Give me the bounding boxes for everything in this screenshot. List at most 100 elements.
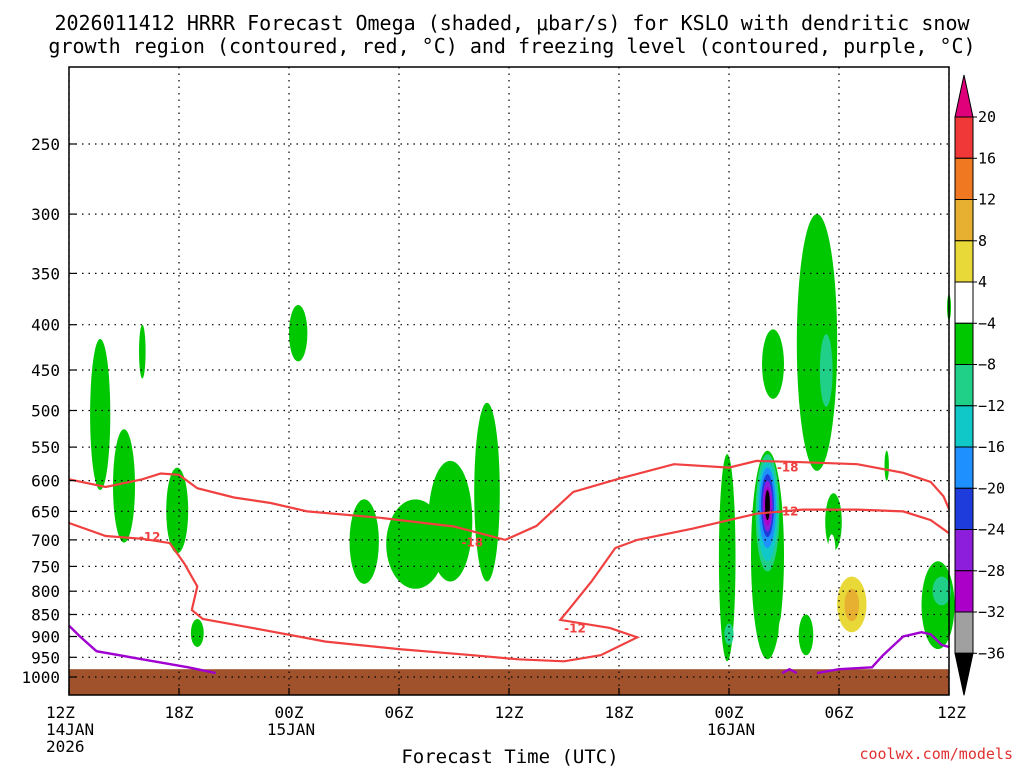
y-tick-label: 350: [31, 264, 60, 283]
x-tick-label: 18Z: [165, 703, 194, 722]
y-tick-label: 400: [31, 316, 60, 335]
omega-area-6: [349, 499, 379, 584]
colorbar-label: −16: [978, 438, 1005, 456]
colorbar: 20 16 12 8 4 −4 −8 −12 −16 −20 −24 −28 −32 −36: [954, 74, 1005, 696]
omega-shading-layer: [82, 67, 955, 662]
y-tick-label: 850: [31, 606, 60, 625]
colorbar-swatch: [954, 199, 974, 242]
omega-area-36: [886, 493, 920, 572]
omega-area-5: [289, 305, 308, 362]
colorbar-label: −28: [978, 562, 1005, 580]
chart-title-line-2: growth region (contoured, red, °C) and f…: [48, 34, 975, 58]
dgz-contour-label: -18: [461, 536, 483, 550]
omega-area-2: [113, 429, 135, 543]
freezing-level-line-1: [781, 667, 798, 675]
freezing-level-line-0: [68, 624, 216, 675]
y-tick-label: 900: [31, 628, 60, 647]
dgz-contour-label: -12: [139, 530, 161, 544]
omega-area-33: [778, 616, 786, 652]
colorbar-swatch: [954, 116, 974, 159]
x-tick-label: 06Z: [385, 703, 414, 722]
x-tick-label: 12Z: [937, 703, 966, 722]
chart-title-line-1: 2026011412 HRRR Forecast Omega (shaded, …: [54, 11, 970, 35]
x-tick-label: 14JAN: [46, 720, 94, 739]
colorbar-cap-top: [954, 74, 974, 118]
contour-layer: -12 -18 -12 -18 -12: [68, 459, 951, 675]
x-axis-label: Forecast Time (UTC): [401, 746, 618, 768]
y-tick-label: 250: [31, 135, 60, 154]
omega-area-31: [113, 591, 135, 660]
omega-area-34: [828, 534, 836, 567]
x-tick-label: 06Z: [825, 703, 854, 722]
y-tick-label: 500: [31, 402, 60, 421]
x-tick-label: 12Z: [46, 703, 75, 722]
y-tick-label: 550: [31, 438, 60, 457]
colorbar-swatch: [954, 529, 974, 572]
omega-area-3: [166, 467, 189, 554]
dgz-contour-label: -18: [777, 461, 799, 475]
colorbar-label: 20: [978, 108, 996, 126]
dgz-contour-minus12: [68, 508, 950, 663]
omega-area-28: [765, 490, 770, 521]
y-tick-label: 950: [31, 648, 60, 667]
omega-area-21: [724, 623, 734, 645]
x-tick-label: 2026: [46, 737, 85, 756]
omega-area-39: [844, 588, 860, 622]
omega-area-9: [474, 402, 500, 582]
x-tick-label: 00Z: [715, 703, 744, 722]
omega-area-29: [98, 67, 113, 163]
omega-area-16: [884, 450, 889, 481]
colorbar-label: 12: [978, 191, 996, 209]
omega-area-32: [581, 250, 598, 395]
y-tick-label: 650: [31, 502, 60, 521]
colorbar-swatch: [954, 487, 974, 531]
colorbar-swatch: [954, 240, 974, 283]
omega-area-10: [718, 454, 736, 662]
y-tick-label: 1000: [21, 668, 60, 687]
y-tick-label: 300: [31, 205, 60, 224]
omega-area-0: [90, 338, 111, 491]
omega-area-1: [139, 324, 146, 379]
freezing-level-line-2: [816, 630, 950, 675]
colorbar-swatch: [954, 322, 974, 366]
colorbar-swatch: [954, 611, 974, 654]
colorbar-swatch: [954, 405, 974, 448]
colorbar-swatch: [954, 157, 974, 201]
colorbar-label: −4: [978, 314, 996, 332]
x-tick-label: 00Z: [275, 703, 304, 722]
colorbar-swatch: [954, 570, 974, 613]
omega-area-4: [190, 619, 204, 647]
colorbar-label: −36: [978, 644, 1005, 662]
colorbar-label: −24: [978, 521, 1005, 539]
omega-area-13: [796, 214, 838, 471]
dgz-contour-minus18: [68, 459, 951, 542]
x-tick-label: 15JAN: [267, 720, 315, 739]
dgz-contour-label: -12: [777, 504, 799, 518]
dgz-contour-label: -12: [564, 622, 586, 636]
omega-area-12: [762, 329, 784, 399]
colorbar-label: 8: [978, 232, 987, 250]
colorbar-label: 4: [978, 273, 987, 291]
omega-area-8: [428, 460, 473, 582]
colorbar-swatch: [954, 446, 974, 489]
x-tick-label: 12Z: [495, 703, 524, 722]
y-tick-label: 800: [31, 582, 60, 601]
x-tick-label: 16JAN: [707, 720, 755, 739]
omega-area-15: [798, 614, 814, 656]
colorbar-label: −12: [978, 397, 1005, 415]
colorbar-label: −32: [978, 603, 1005, 621]
colorbar-swatch: [954, 364, 974, 407]
y-tick-label: 700: [31, 531, 60, 550]
y-tick-label: 600: [31, 472, 60, 491]
omega-area-19: [819, 334, 833, 407]
omega-area-14: [825, 493, 842, 551]
colorbar-cap-bottom: [954, 652, 974, 696]
y-tick-label: 450: [31, 361, 60, 380]
credit-text: coolwx.com/models: [859, 745, 1013, 763]
omega-area-20: [932, 576, 951, 606]
colorbar-label: −8: [978, 356, 996, 374]
colorbar-label: −20: [978, 479, 1005, 497]
colorbar-label: 16: [978, 149, 996, 167]
